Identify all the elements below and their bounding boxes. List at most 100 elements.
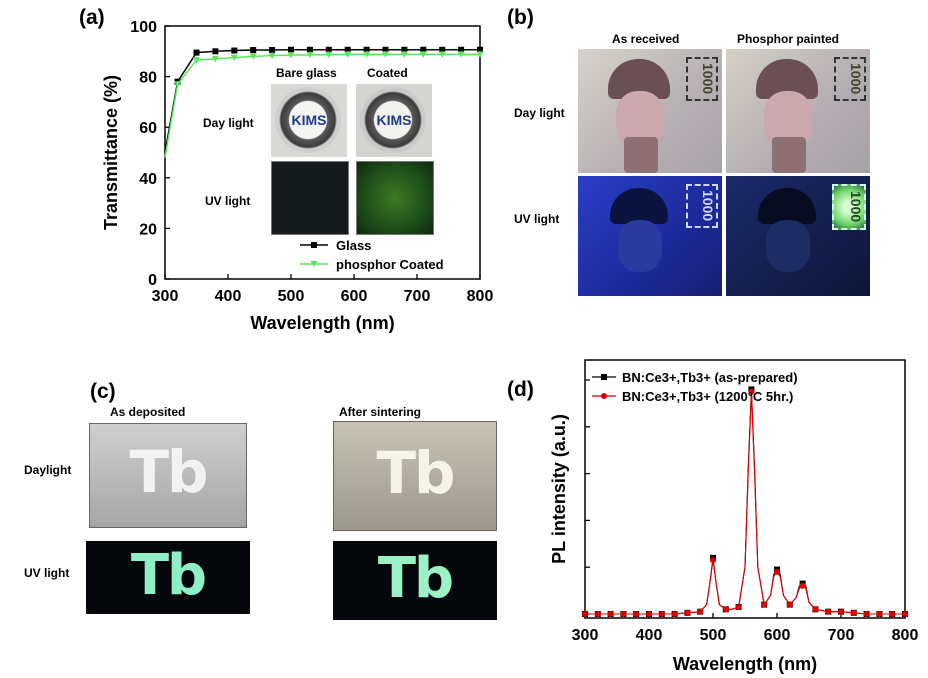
x-tick-label: 300 bbox=[572, 627, 599, 644]
denomination-box: 1000 bbox=[834, 57, 866, 101]
series-line-0 bbox=[164, 49, 480, 153]
data-point bbox=[825, 608, 832, 615]
data-point bbox=[212, 48, 219, 55]
data-point bbox=[193, 49, 200, 56]
y-axis-label: Transmittance (%) bbox=[101, 75, 121, 230]
transmittance-chart: 300 400 500 600 700 800 0 20 40 60 80 100 Wavelength… bbox=[101, 19, 494, 333]
tb-sample-text: Tb bbox=[130, 543, 207, 608]
data-point bbox=[439, 46, 446, 53]
banknote-col-label-phosphor-painted: Phosphor painted bbox=[737, 32, 839, 46]
data-point bbox=[249, 53, 257, 60]
data-point bbox=[288, 46, 294, 53]
coated-daylight-photo: KIMS bbox=[356, 84, 432, 157]
x-axis-label: Wavelength (nm) bbox=[250, 313, 394, 333]
data-point bbox=[684, 609, 691, 616]
tb-sample-text: Tb bbox=[376, 439, 455, 507]
x-tick-label: 300 bbox=[152, 288, 179, 305]
data-point bbox=[287, 52, 295, 59]
data-point bbox=[306, 46, 313, 53]
tb-daylight-as-deposited-photo: Tb bbox=[89, 423, 247, 528]
data-point bbox=[863, 611, 870, 617]
data-point bbox=[382, 51, 389, 58]
legend-label: Glass bbox=[336, 238, 371, 253]
data-point bbox=[230, 54, 238, 62]
coated-uv-photo bbox=[356, 161, 434, 235]
tb-row-label-daylight: Daylight bbox=[24, 463, 72, 477]
legend-marker bbox=[311, 242, 317, 248]
data-point bbox=[231, 47, 238, 54]
data-point bbox=[193, 57, 200, 64]
tb-uv-after-sintering-photo: Tb bbox=[333, 541, 497, 620]
legend-marker bbox=[310, 261, 318, 268]
y-axis-label: PL intensity (a.u.) bbox=[549, 414, 569, 564]
data-point bbox=[748, 388, 755, 395]
data-point bbox=[400, 51, 408, 58]
legend-marker bbox=[601, 374, 607, 380]
legend-marker bbox=[601, 393, 607, 399]
bare-glass-uv-photo bbox=[271, 161, 349, 235]
x-tick-label: 500 bbox=[278, 288, 305, 305]
data-point bbox=[620, 611, 627, 617]
data-point bbox=[382, 46, 389, 53]
kims-seal-logo bbox=[360, 87, 426, 153]
data-point bbox=[735, 603, 742, 610]
denomination-box: 1000 bbox=[686, 57, 718, 101]
data-point bbox=[250, 47, 257, 54]
panel-c-label: (c) bbox=[90, 380, 116, 403]
kims-logo-text: KIMS bbox=[291, 112, 327, 128]
data-point bbox=[477, 46, 483, 53]
data-point bbox=[710, 557, 716, 564]
data-point bbox=[476, 51, 484, 58]
tb-row-label-uv-light: UV light bbox=[24, 566, 70, 580]
data-point bbox=[401, 46, 408, 53]
legend-label: BN:Ce3+,Tb3+ (1200°C 5hr.) bbox=[622, 389, 793, 404]
data-point bbox=[633, 611, 640, 617]
data-point bbox=[838, 608, 844, 615]
data-point bbox=[582, 611, 588, 617]
inset-col-label-coated: Coated bbox=[367, 66, 408, 80]
denomination-box: 1000 bbox=[686, 184, 718, 228]
banknote-daylight-phosphor-painted: 1000 bbox=[726, 49, 870, 173]
series-line-1 bbox=[164, 53, 480, 158]
bare-glass-daylight-photo: KIMS bbox=[271, 84, 347, 157]
y-tick-label: 80 bbox=[139, 70, 157, 87]
tb-uv-as-deposited-photo: Tb bbox=[86, 541, 250, 614]
x-tick-label: 800 bbox=[467, 288, 494, 305]
tb-daylight-after-sintering-photo: Tb bbox=[333, 421, 497, 531]
x-tick-label: 500 bbox=[700, 627, 727, 644]
y-tick-label: 40 bbox=[139, 171, 157, 188]
data-point bbox=[658, 611, 665, 617]
y-tick-label: 100 bbox=[130, 19, 157, 36]
data-point bbox=[344, 51, 352, 58]
data-point bbox=[174, 81, 182, 88]
data-point bbox=[786, 601, 793, 608]
data-point bbox=[457, 51, 465, 58]
pl-intensity-chart: 300 400 500 600 700 800 Wavelength (nm) PL inte… bbox=[549, 359, 919, 674]
y-tick-label: 60 bbox=[139, 120, 157, 137]
banknote-row-label-day-light: Day light bbox=[514, 106, 565, 120]
x-tick-label: 600 bbox=[341, 288, 368, 305]
series-line-0 bbox=[585, 389, 905, 615]
data-point bbox=[344, 46, 351, 53]
x-tick-label: 600 bbox=[764, 627, 791, 644]
data-point bbox=[671, 611, 678, 617]
tb-col-label-after-sintering: After sintering bbox=[339, 405, 422, 419]
data-point bbox=[420, 46, 427, 53]
series-line-1 bbox=[585, 391, 905, 615]
denomination-box-glowing: 1000 bbox=[832, 184, 866, 230]
legend-label: phosphor Coated bbox=[336, 257, 444, 272]
data-point bbox=[646, 611, 652, 617]
banknote-daylight-as-received: 1000 bbox=[578, 49, 722, 173]
tb-col-label-as-deposited: As deposited bbox=[110, 405, 186, 419]
panel-a-label: (a) bbox=[79, 6, 105, 29]
data-point bbox=[722, 606, 729, 613]
x-tick-label: 800 bbox=[892, 627, 919, 644]
kims-logo-text: KIMS bbox=[376, 112, 412, 128]
banknote-col-label-as-received: As received bbox=[612, 32, 680, 46]
inset-col-label-bare-glass: Bare glass bbox=[276, 66, 337, 80]
data-point bbox=[325, 51, 333, 59]
data-point bbox=[799, 582, 806, 589]
banknote-row-label-uv-light: UV light bbox=[514, 212, 560, 226]
plot-frame bbox=[584, 359, 906, 619]
data-point bbox=[211, 55, 219, 63]
